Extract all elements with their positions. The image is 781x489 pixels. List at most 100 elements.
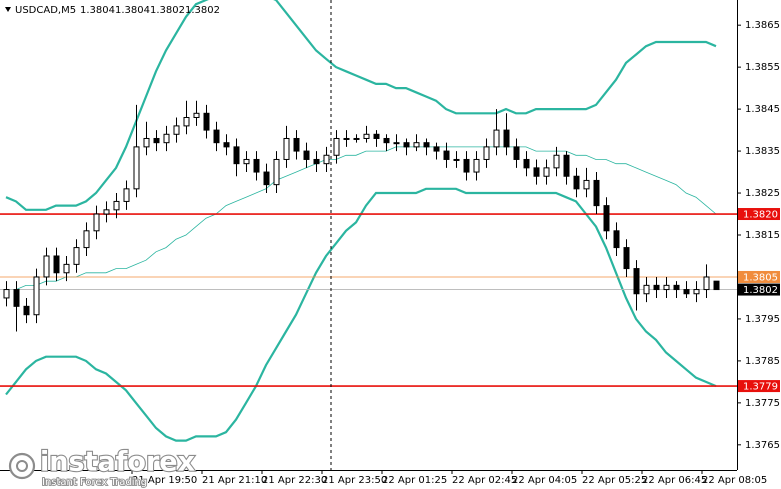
x-tick-label: 21 Apr 21:10: [202, 475, 267, 486]
candle-body: [233, 146, 240, 165]
y-tick-label: 1.3855: [745, 62, 780, 73]
candle-body: [33, 276, 40, 316]
plot-area: [0, 0, 737, 442]
candle-body: [303, 150, 310, 160]
candle-body: [243, 158, 250, 165]
candle-body: [683, 289, 690, 295]
candle-body: [113, 200, 120, 211]
candle-body: [643, 284, 650, 295]
candle-body: [203, 112, 210, 131]
candle-body: [343, 137, 350, 140]
x-tick-label: 22 Apr 04:05: [512, 475, 577, 486]
candle-body: [673, 284, 680, 291]
candle-body: [363, 133, 370, 139]
candle-body: [483, 146, 490, 160]
x-tick-label: 21 Apr 19:50: [132, 475, 197, 486]
x-tick-label: 21 Apr 23:50: [322, 475, 387, 486]
candle-body: [3, 289, 10, 299]
candle-body: [83, 230, 90, 249]
header-arrow: [5, 7, 11, 12]
candle-body: [333, 137, 340, 156]
candle-body: [693, 289, 700, 295]
candle-body: [713, 280, 720, 291]
last-low: 1.3802: [150, 5, 185, 16]
watermark: instaforex Instant Forex Trading: [8, 445, 196, 489]
candle-body: [43, 255, 50, 278]
candle-body: [613, 230, 620, 249]
watermark-tagline: Instant Forex Trading: [42, 477, 147, 488]
candle-body: [493, 129, 500, 148]
candle-body: [173, 125, 180, 135]
candle-body: [513, 146, 520, 160]
watermark-logo-inner: [16, 460, 28, 472]
candle-body: [373, 133, 380, 139]
candle-body: [193, 112, 200, 119]
candle-body: [153, 137, 160, 144]
candle-body: [563, 154, 570, 177]
candle-body: [543, 167, 550, 177]
y-tick-label: 1.3825: [745, 188, 780, 199]
x-tick-label: 22 Apr 02:45: [452, 475, 517, 486]
candle-body: [623, 247, 630, 270]
y-tick-label: 1.3785: [745, 356, 780, 367]
candle-body: [553, 154, 560, 169]
candle-body: [263, 171, 270, 186]
candle-body: [93, 213, 100, 232]
candle-body: [283, 137, 290, 160]
candle-body: [253, 158, 260, 173]
candle-body: [573, 175, 580, 190]
candle-body: [163, 133, 170, 144]
level-label-bg: [738, 208, 780, 221]
candle-body: [703, 276, 710, 291]
level-label: 1.3820: [743, 210, 778, 221]
y-tick-label: 1.3815: [745, 230, 780, 241]
candle-body: [433, 146, 440, 152]
x-tick-label: 22 Apr 01:25: [382, 475, 447, 486]
candle-body: [473, 158, 480, 173]
candle-body: [143, 137, 150, 148]
candle-body: [443, 150, 450, 160]
y-tick-label: 1.3765: [745, 440, 780, 451]
candle-body: [393, 142, 400, 145]
candle-body: [353, 137, 360, 140]
last-close: 1.3802: [185, 5, 220, 16]
y-tick-label: 1.3845: [745, 104, 780, 115]
axes: 1.3765 1.3775 1.3785 1.3795 1.3815 1.3825 1.38…: [131, 20, 780, 486]
candle-body: [383, 137, 390, 144]
candle-body: [53, 255, 60, 274]
x-tick-label: 22 Apr 08:05: [702, 475, 767, 486]
level-label-bg: [738, 270, 780, 283]
candle-body: [183, 117, 190, 127]
indicator-line: [6, 146, 717, 290]
candle-body: [23, 305, 30, 316]
candle-body: [413, 142, 420, 148]
candle-body: [73, 247, 80, 265]
candle-body: [103, 209, 110, 215]
y-tick-label: 1.3795: [745, 314, 780, 325]
level-label-bg: [738, 380, 780, 393]
last-open: 1.3804: [80, 5, 115, 16]
level-label: 1.3805: [743, 272, 778, 283]
candle-body: [323, 154, 330, 165]
candle-body: [603, 205, 610, 232]
level-label: 1.3802: [743, 285, 778, 296]
y-tick-label: 1.3775: [745, 398, 780, 409]
candle-body: [633, 268, 640, 295]
candle-body: [273, 158, 280, 186]
candle-body: [313, 158, 320, 165]
level-label-bg: [738, 283, 780, 296]
last-high: 1.3804: [115, 5, 150, 16]
x-tick-label: 21 Apr 22:30: [262, 475, 327, 486]
watermark-brand: instaforex: [40, 447, 195, 478]
candle-body: [453, 158, 460, 161]
symbol-label: USDCAD,M5: [15, 5, 76, 16]
candle-body: [653, 284, 660, 291]
candle-body: [663, 284, 670, 291]
y-tick-label: 1.3865: [745, 20, 780, 31]
indicator-line: [5, 0, 717, 211]
candle-body: [123, 188, 130, 202]
candle-body: [423, 142, 430, 148]
candle-body: [63, 263, 70, 274]
